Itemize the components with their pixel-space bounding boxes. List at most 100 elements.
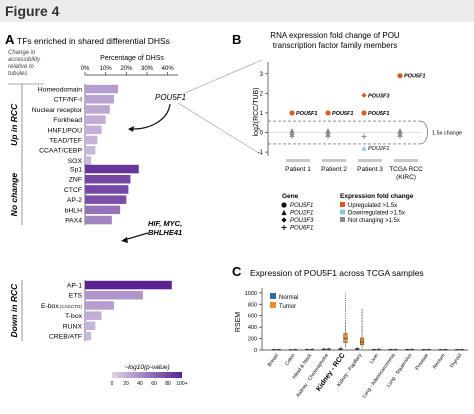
c-y-tick-label: 600 bbox=[248, 314, 257, 320]
outlier-dot bbox=[361, 310, 363, 312]
point-triangle bbox=[281, 209, 287, 216]
outlier-dot bbox=[361, 314, 363, 316]
group-label: No change bbox=[9, 173, 19, 217]
outlier-dot bbox=[361, 327, 363, 329]
outlier-dot bbox=[361, 324, 363, 326]
colorbar-tick: 40 bbox=[137, 381, 143, 387]
column-marker bbox=[322, 159, 346, 162]
legend-fc-title: Expression fold change bbox=[340, 193, 414, 200]
pou5f1-arrowhead bbox=[128, 126, 134, 132]
point-label: POU2F1 bbox=[368, 146, 389, 152]
legend-fc-swatch bbox=[340, 217, 345, 222]
c-y-tick-label: 1000 bbox=[245, 291, 257, 297]
b-y-tick-label: 0 bbox=[260, 131, 264, 137]
tf-bar bbox=[85, 125, 102, 135]
colorbar-label: ~log10(p-value) bbox=[124, 364, 169, 371]
zoom-connector-bottom bbox=[177, 102, 263, 156]
point-circle bbox=[281, 202, 287, 208]
column-marker bbox=[286, 159, 310, 162]
outlier-dot bbox=[344, 297, 346, 299]
panel-a-axis-title: Percentage of DHSs bbox=[100, 55, 164, 62]
point-label: POU5F1 bbox=[404, 74, 425, 80]
panel-a-axis: 0% 10% 20% 30% 40% bbox=[81, 66, 178, 76]
group-label: Down in RCC bbox=[9, 283, 19, 338]
tf-label: HNF1/POU bbox=[48, 127, 82, 134]
x-tick-label: 0% bbox=[81, 66, 90, 72]
outlier-dot bbox=[344, 293, 346, 295]
tf-label: Nuclear receptor bbox=[32, 107, 83, 114]
tf-bar bbox=[85, 280, 172, 290]
outlier-dot bbox=[344, 317, 346, 319]
panel-c-letter: C bbox=[232, 264, 242, 279]
c-y-tick-label: 200 bbox=[248, 337, 257, 343]
outlier-dot bbox=[344, 308, 346, 310]
point-label: POU5F1 bbox=[332, 111, 353, 117]
tf-group: No change Sp1 ZNF CTCF AP-2 bHLH PAX4 bbox=[9, 164, 139, 226]
tf-label: SOX bbox=[68, 158, 83, 165]
b-y-tick-label: 3 bbox=[260, 72, 264, 78]
legend-tumor-label: Tumor bbox=[279, 304, 296, 310]
point-triangle bbox=[397, 127, 403, 134]
tf-label: E-box (CACCTG) bbox=[41, 303, 83, 310]
b-y-tick-label: 1 bbox=[260, 111, 264, 117]
legend-fc-swatch bbox=[340, 209, 345, 215]
outlier-dot bbox=[344, 322, 346, 324]
b-y-tick-label: -1 bbox=[258, 150, 264, 156]
hif-arrowhead bbox=[121, 237, 128, 243]
zoom-connector-top bbox=[177, 59, 263, 97]
side-note-line: tubules bbox=[8, 71, 27, 77]
point-plus bbox=[325, 133, 331, 140]
outlier-dot bbox=[344, 295, 346, 297]
colorbar-gradient bbox=[112, 372, 182, 378]
colorbar: ~log10(p-value) 0 20 40 60 80 100+ bbox=[111, 364, 188, 387]
tf-bar bbox=[85, 301, 114, 310]
point-label: POU5F1 bbox=[296, 111, 317, 117]
legend-gene: POU5F1 bbox=[290, 203, 313, 209]
colorbar-tick: 20 bbox=[123, 381, 129, 387]
c-y-tick-label: 400 bbox=[248, 325, 257, 331]
tf-label: CTF/NF-I bbox=[54, 97, 82, 104]
legend-gene: POU6F1 bbox=[290, 226, 313, 232]
c-y-tick-label: 800 bbox=[248, 302, 257, 308]
outlier-dot bbox=[344, 306, 346, 308]
tf-label: Sp1 bbox=[70, 167, 82, 174]
panel-a-letter: A bbox=[5, 32, 15, 47]
point-circle bbox=[325, 110, 331, 116]
panel-b-title-line1: RNA expression fold change of POU bbox=[270, 31, 400, 40]
tissue-label: Thyroid bbox=[449, 353, 464, 370]
panel-c-title: Expression of POU5F1 across TCGA samples bbox=[250, 268, 424, 278]
column-marker bbox=[358, 159, 382, 162]
outlier-dot bbox=[361, 319, 363, 321]
hif-callout-arrow bbox=[123, 232, 149, 241]
tf-bar bbox=[85, 175, 131, 184]
panel-a-title: TFs enriched in shared differential DHSs bbox=[17, 36, 170, 46]
outlier-dot bbox=[361, 325, 363, 327]
tf-bar bbox=[85, 215, 112, 225]
tf-bar bbox=[85, 146, 96, 155]
tf-label: ETS bbox=[69, 293, 83, 300]
outlier-dot bbox=[361, 316, 363, 318]
tissue-box-group: Liver bbox=[369, 348, 381, 365]
b-y-tick-label: 2 bbox=[260, 91, 264, 97]
tissue-label: Colon bbox=[284, 353, 297, 367]
tissue-label: Prostate bbox=[414, 353, 430, 372]
outlier-dot bbox=[344, 315, 346, 317]
group-label: Up in RCC bbox=[9, 103, 19, 146]
tissue-label: Liver bbox=[369, 352, 380, 365]
point-plus bbox=[289, 133, 295, 140]
tf-group: Up in RCC Homeodomain CTF/NF-I Nuclear rece… bbox=[9, 84, 119, 166]
tissue-box-group: Rectum bbox=[432, 348, 448, 371]
panel-c: C Expression of POU5F1 across TCGA sampl… bbox=[232, 264, 468, 399]
tf-bar bbox=[85, 156, 92, 165]
tissue-label: Rectum bbox=[432, 353, 447, 371]
tf-bar bbox=[85, 105, 110, 114]
outlier-dot bbox=[361, 328, 363, 330]
side-note-line: relative to bbox=[8, 64, 35, 70]
outlier-dot bbox=[361, 313, 363, 315]
tf-label: Forkhead bbox=[53, 117, 82, 124]
point-circle bbox=[289, 110, 295, 116]
tf-label: AP-2 bbox=[67, 197, 82, 204]
